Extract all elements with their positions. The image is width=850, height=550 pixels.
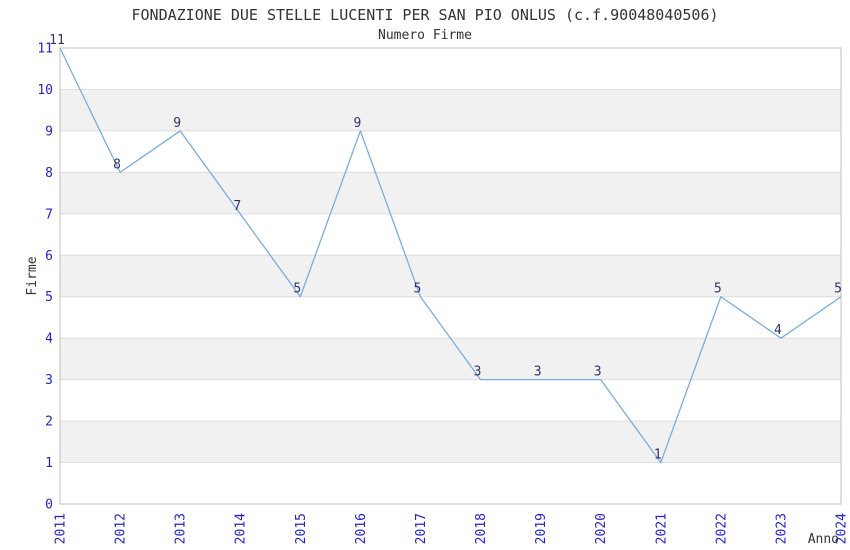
y-axis-label: Firme xyxy=(25,256,40,295)
y-tick-label: 10 xyxy=(37,83,53,98)
point-label: 5 xyxy=(714,282,722,297)
point-label: 8 xyxy=(113,157,121,172)
point-label: 5 xyxy=(293,282,301,297)
x-tick-label: 2018 xyxy=(474,513,489,544)
x-tick-label: 2022 xyxy=(714,513,729,544)
point-label: 3 xyxy=(594,365,602,380)
y-tick-label: 6 xyxy=(45,249,53,264)
x-tick-label: 2015 xyxy=(294,513,309,544)
x-tick-label: 2014 xyxy=(234,513,249,544)
plot-border xyxy=(59,47,842,505)
x-tick-label: 2021 xyxy=(654,513,669,544)
y-tick-label: 8 xyxy=(45,166,53,181)
point-label: 4 xyxy=(774,323,782,338)
point-label: 1 xyxy=(654,448,662,463)
grid-band xyxy=(60,421,841,463)
y-tick-label: 3 xyxy=(45,373,53,388)
y-tick-label: 7 xyxy=(45,207,53,222)
x-tick-label: 2019 xyxy=(534,513,549,544)
y-tick-label: 1 xyxy=(45,456,53,471)
point-label: 3 xyxy=(534,365,542,380)
x-tick-label: 2024 xyxy=(835,513,850,544)
grid-band xyxy=(60,255,841,297)
point-label: 9 xyxy=(173,116,181,131)
x-tick-label: 2020 xyxy=(594,513,609,544)
chart-subtitle: Numero Firme xyxy=(378,28,472,43)
point-label: 9 xyxy=(353,116,361,131)
x-tick-label: 2013 xyxy=(174,513,189,544)
y-tick-label: 0 xyxy=(45,498,53,513)
x-tick-label: 2017 xyxy=(414,513,429,544)
y-tick-label: 5 xyxy=(45,290,53,305)
data-line xyxy=(59,47,842,464)
point-label: 11 xyxy=(49,33,65,48)
y-tick-label: 2 xyxy=(45,415,53,430)
x-axis-label: Anno xyxy=(808,532,839,547)
grid-band xyxy=(60,172,841,214)
x-tick-label: 2023 xyxy=(774,513,789,544)
point-label: 7 xyxy=(233,199,241,214)
grid-band xyxy=(60,89,841,131)
grid-band xyxy=(60,338,841,380)
x-tick-label: 2016 xyxy=(354,513,369,544)
point-label: 5 xyxy=(414,282,422,297)
y-tick-label: 11 xyxy=(37,42,53,57)
x-tick-label: 2011 xyxy=(54,513,69,544)
y-tick-label: 9 xyxy=(45,124,53,139)
point-label: 3 xyxy=(474,365,482,380)
x-tick-label: 2012 xyxy=(114,513,129,544)
chart-title: FONDAZIONE DUE STELLE LUCENTI PER SAN PI… xyxy=(131,6,719,24)
point-label: 5 xyxy=(834,282,842,297)
y-tick-label: 4 xyxy=(45,332,53,347)
